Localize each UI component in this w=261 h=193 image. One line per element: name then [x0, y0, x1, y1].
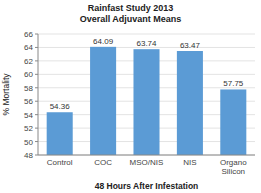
grid-line: [38, 34, 255, 35]
data-label: 54.36: [50, 102, 71, 111]
bar: [133, 49, 159, 155]
x-axis: Control COC MSO/NIS NIS OrganoSilicon: [47, 158, 247, 176]
page: {"chart_data": {"type": "bar", "title": …: [0, 0, 261, 193]
y-axis: 48 50 52 54 56 58 60 62 64 66: [24, 30, 255, 160]
category-label-line: MSO/NIS: [130, 158, 164, 167]
x-axis-line: [38, 155, 255, 156]
data-label: 57.75: [223, 79, 244, 88]
data-label: 63.74: [136, 39, 157, 48]
tick-label: 52: [24, 124, 33, 133]
grid-line: [38, 155, 255, 156]
data-label: 63.47: [180, 41, 201, 50]
tick-label: 50: [24, 138, 33, 147]
y-axis-title: % Mortality: [1, 73, 11, 116]
category-label: MSO/NIS: [130, 158, 164, 167]
tick-label: 60: [24, 70, 33, 79]
category-label-line: Control: [47, 158, 73, 167]
category-label-line: NIS: [183, 158, 196, 167]
bar: [177, 51, 203, 155]
category-label: OrganoSilicon: [220, 158, 247, 176]
titles: Rainfast Study 2013Overall Adjuvant Mean…: [80, 3, 182, 24]
tick-label: 48: [24, 151, 33, 160]
category-label: COC: [94, 158, 112, 167]
bar: [90, 47, 116, 155]
category-label-line: Silicon: [222, 167, 246, 176]
x-axis-title: 48 Hours After Infestation: [95, 181, 199, 191]
bar: [220, 89, 246, 155]
tick-label: 58: [24, 84, 33, 93]
tick-label: 66: [24, 30, 33, 39]
y-axis-line: [38, 34, 39, 155]
bars: [47, 47, 247, 155]
tick-label: 56: [24, 97, 33, 106]
category-label: Control: [47, 158, 73, 167]
category-label-line: Organo: [220, 158, 247, 167]
data-label: 64.09: [93, 37, 114, 46]
category-label: NIS: [183, 158, 196, 167]
tick-label: 54: [24, 111, 33, 120]
tick-label: 62: [24, 57, 33, 66]
chart: Rainfast Study 2013Overall Adjuvant Mean…: [0, 0, 261, 193]
title: Rainfast Study 2013: [88, 3, 174, 13]
data-labels: 54.36 64.09 63.74 63.47 57.75: [50, 37, 244, 111]
bar: [47, 112, 73, 155]
tick-label: 64: [24, 43, 33, 52]
subtitle: Overall Adjuvant Means: [80, 14, 182, 24]
category-label-line: COC: [94, 158, 112, 167]
